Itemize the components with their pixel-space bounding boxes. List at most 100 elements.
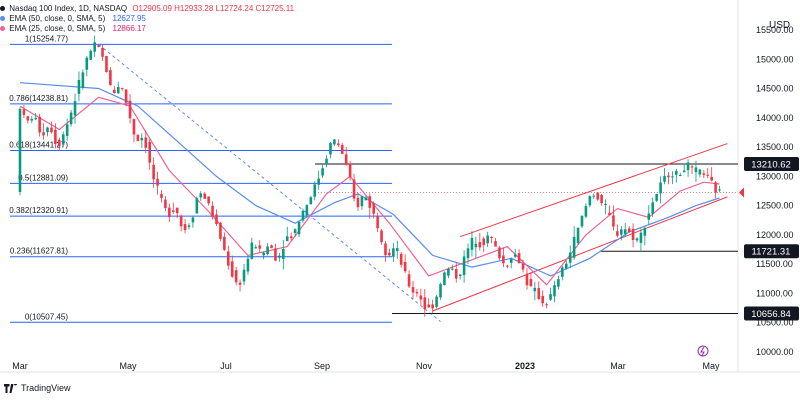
candle-body bbox=[238, 282, 242, 285]
candle-body bbox=[54, 129, 57, 145]
candle-body bbox=[380, 230, 383, 243]
candle-body bbox=[694, 167, 698, 173]
candle-body bbox=[152, 164, 155, 180]
candle-body bbox=[344, 154, 348, 165]
candle-body bbox=[675, 170, 678, 175]
candle-body bbox=[466, 248, 470, 259]
candle-body bbox=[105, 55, 108, 73]
y-tick-label: 12000.00 bbox=[756, 230, 794, 240]
candle-body bbox=[698, 169, 702, 175]
candle-body bbox=[50, 127, 53, 133]
candle-body bbox=[588, 196, 592, 206]
candle-body bbox=[702, 173, 706, 175]
candle-body bbox=[360, 196, 364, 207]
candle-body bbox=[183, 224, 187, 231]
candle-body bbox=[419, 295, 423, 300]
brand-label: TradingView bbox=[21, 383, 71, 393]
y-tick-label: 11500.00 bbox=[756, 259, 793, 269]
candle-body bbox=[454, 269, 458, 279]
candle-body bbox=[403, 261, 407, 272]
candle-body bbox=[317, 178, 320, 185]
candle-body bbox=[423, 297, 427, 310]
candle-body bbox=[541, 295, 544, 304]
candle-body bbox=[136, 134, 140, 142]
candle-body bbox=[392, 248, 395, 257]
candle-body bbox=[278, 255, 281, 258]
candle-body bbox=[168, 207, 171, 218]
candle-body bbox=[470, 237, 474, 250]
candle-body bbox=[148, 141, 151, 163]
y-tick-label: 13500.00 bbox=[756, 142, 794, 152]
candle-body bbox=[301, 210, 305, 221]
candle-body bbox=[124, 89, 128, 103]
ema25-value: 12866.17 bbox=[112, 24, 146, 33]
candle-body bbox=[521, 263, 525, 270]
tradingview-brand[interactable]: TradingView bbox=[4, 383, 71, 393]
candle-body bbox=[572, 237, 576, 258]
candle-body bbox=[34, 117, 38, 120]
candle-body bbox=[132, 119, 136, 135]
candle-body bbox=[616, 231, 619, 236]
x-tick-label: May bbox=[702, 361, 720, 371]
candle-body bbox=[266, 246, 269, 255]
price-level-tag bbox=[744, 306, 799, 321]
candle-body bbox=[348, 163, 352, 178]
candle-body bbox=[458, 274, 462, 276]
ema50-row: EMA (50, close, 0, SMA, 5) 12627.95 bbox=[0, 14, 294, 24]
candle-body bbox=[203, 193, 207, 199]
candle-body bbox=[97, 45, 100, 48]
chart-legend: Nasdaq 100 Index, 1D, NASDAQ O12905.09 H… bbox=[0, 4, 294, 34]
candle-body bbox=[69, 112, 73, 125]
channel-lower-line bbox=[432, 196, 728, 312]
candle-body bbox=[250, 242, 254, 259]
x-tick-label: Sep bbox=[314, 361, 330, 371]
candle-body bbox=[42, 132, 45, 136]
candle-body bbox=[337, 143, 340, 146]
candle-body bbox=[399, 253, 403, 265]
y-tick-label: 14500.00 bbox=[756, 84, 794, 94]
ema25-line bbox=[19, 96, 720, 286]
candle-body bbox=[502, 255, 505, 264]
candle-body bbox=[655, 193, 658, 201]
candle-body bbox=[411, 287, 415, 293]
candle-body bbox=[368, 196, 372, 208]
candle-body bbox=[120, 88, 124, 90]
candle-body bbox=[305, 205, 309, 216]
candle-body bbox=[486, 235, 489, 244]
candle-body bbox=[81, 72, 85, 88]
candle-body bbox=[509, 258, 513, 263]
candle-body bbox=[274, 248, 277, 261]
ema25-row: EMA (25, close, 0, SMA, 5) 12866.17 bbox=[0, 24, 294, 34]
candle-body bbox=[568, 252, 572, 263]
candle-body bbox=[171, 210, 175, 212]
candle-body bbox=[612, 215, 615, 227]
candle-body bbox=[451, 268, 454, 270]
candle-body bbox=[643, 227, 647, 236]
candle-body bbox=[329, 143, 332, 155]
candle-body bbox=[352, 179, 356, 199]
y-tick-label: 10000.00 bbox=[756, 347, 794, 357]
candle-body bbox=[600, 194, 603, 204]
candle-body bbox=[22, 109, 26, 115]
candle-body bbox=[289, 236, 293, 239]
candle-body bbox=[627, 228, 631, 232]
trend-diagonal-line bbox=[98, 44, 441, 322]
candle-body bbox=[116, 86, 120, 94]
candle-body bbox=[309, 197, 313, 205]
x-tick-label: Jul bbox=[220, 361, 232, 371]
candle-body bbox=[223, 236, 226, 250]
fib-level-label: 0.382(12320.91) bbox=[9, 206, 68, 215]
x-tick-label: Nov bbox=[416, 361, 433, 371]
candle-body bbox=[179, 215, 183, 227]
symbol-label: Nasdaq 100 Index, 1D, NASDAQ bbox=[9, 4, 128, 13]
y-tick-label: 15500.00 bbox=[756, 25, 794, 35]
candle-body bbox=[187, 225, 191, 227]
fib-level-label: 0.618(13441.27) bbox=[9, 141, 68, 150]
currency-label: USD bbox=[769, 20, 791, 31]
ema50-dot-icon bbox=[0, 16, 5, 21]
candle-body bbox=[258, 245, 262, 249]
flash-icon bbox=[697, 345, 709, 357]
candle-body bbox=[226, 251, 230, 266]
candle-body bbox=[659, 182, 662, 194]
